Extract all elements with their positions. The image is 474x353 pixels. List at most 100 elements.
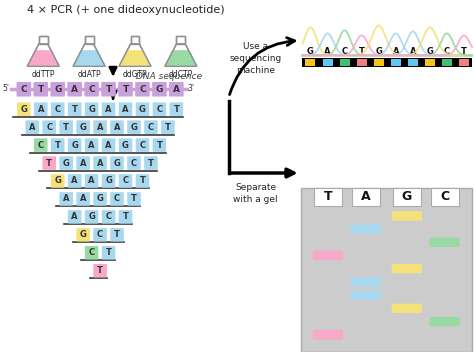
Text: G: G [54, 85, 62, 94]
FancyBboxPatch shape [59, 156, 73, 170]
Text: C: C [46, 122, 52, 132]
FancyBboxPatch shape [85, 138, 99, 152]
Text: G: G [307, 47, 314, 56]
FancyBboxPatch shape [93, 228, 107, 241]
FancyBboxPatch shape [102, 174, 115, 188]
FancyBboxPatch shape [68, 210, 82, 224]
FancyBboxPatch shape [51, 174, 64, 188]
Text: C: C [156, 105, 163, 114]
Text: G: G [63, 158, 70, 168]
Text: T: T [156, 140, 163, 150]
FancyBboxPatch shape [350, 291, 381, 300]
FancyBboxPatch shape [391, 59, 401, 66]
Text: A: A [29, 122, 36, 132]
Text: C: C [440, 190, 449, 203]
Polygon shape [73, 44, 105, 66]
Text: C: C [55, 105, 61, 114]
Text: C: C [88, 85, 95, 94]
FancyBboxPatch shape [67, 82, 82, 96]
Text: C: C [97, 230, 103, 239]
FancyBboxPatch shape [442, 59, 452, 66]
FancyBboxPatch shape [302, 58, 472, 67]
FancyBboxPatch shape [356, 59, 367, 66]
Text: T: T [165, 122, 171, 132]
FancyBboxPatch shape [68, 102, 82, 116]
FancyBboxPatch shape [153, 138, 166, 152]
Text: A: A [80, 158, 86, 168]
Text: G: G [375, 47, 382, 56]
Text: C: C [444, 47, 450, 56]
Text: A: A [63, 195, 69, 203]
FancyBboxPatch shape [34, 102, 47, 116]
FancyBboxPatch shape [118, 210, 132, 224]
Text: C: C [122, 176, 128, 185]
FancyBboxPatch shape [136, 102, 149, 116]
Text: A: A [105, 105, 112, 114]
Text: G: G [156, 85, 163, 94]
FancyBboxPatch shape [68, 174, 82, 188]
FancyBboxPatch shape [43, 120, 56, 134]
Text: T: T [97, 266, 103, 275]
FancyBboxPatch shape [85, 174, 99, 188]
Text: T: T [173, 105, 179, 114]
FancyBboxPatch shape [51, 138, 64, 152]
Text: A: A [97, 158, 103, 168]
Text: G: G [71, 140, 78, 150]
Text: T: T [105, 85, 112, 94]
Text: A: A [392, 47, 399, 56]
Text: T: T [46, 158, 52, 168]
Text: C: C [114, 195, 120, 203]
Text: G: G [80, 122, 87, 132]
FancyBboxPatch shape [68, 138, 82, 152]
FancyBboxPatch shape [350, 225, 381, 234]
FancyBboxPatch shape [84, 82, 99, 96]
FancyBboxPatch shape [374, 59, 384, 66]
Text: T: T [461, 47, 467, 56]
FancyBboxPatch shape [144, 156, 158, 170]
Text: 3': 3' [188, 84, 195, 93]
Text: C: C [20, 85, 27, 94]
Text: A: A [97, 122, 103, 132]
FancyBboxPatch shape [17, 82, 31, 96]
FancyArrowPatch shape [229, 38, 295, 95]
Text: ddGTP: ddGTP [123, 70, 147, 79]
FancyBboxPatch shape [352, 188, 380, 206]
Text: A: A [71, 85, 78, 94]
Text: G: G [88, 105, 95, 114]
FancyBboxPatch shape [393, 188, 421, 206]
FancyBboxPatch shape [34, 138, 47, 152]
FancyBboxPatch shape [429, 238, 460, 247]
Text: A: A [122, 105, 129, 114]
Text: A: A [88, 176, 95, 185]
Text: T: T [114, 230, 120, 239]
Text: ddATP: ddATP [77, 70, 101, 79]
Text: A: A [105, 140, 112, 150]
FancyBboxPatch shape [102, 138, 115, 152]
FancyBboxPatch shape [430, 188, 458, 206]
FancyBboxPatch shape [135, 82, 150, 96]
FancyBboxPatch shape [169, 82, 183, 96]
FancyBboxPatch shape [392, 304, 422, 313]
Text: A: A [72, 176, 78, 185]
Text: G: G [139, 105, 146, 114]
FancyBboxPatch shape [152, 82, 167, 96]
FancyBboxPatch shape [127, 156, 141, 170]
Text: A: A [88, 140, 95, 150]
FancyBboxPatch shape [153, 102, 166, 116]
FancyBboxPatch shape [110, 228, 124, 241]
Text: ddCTP: ddCTP [169, 70, 193, 79]
FancyBboxPatch shape [339, 59, 350, 66]
Text: G: G [427, 47, 433, 56]
Text: G: G [88, 213, 95, 221]
FancyBboxPatch shape [51, 102, 64, 116]
FancyBboxPatch shape [102, 246, 115, 259]
FancyBboxPatch shape [85, 210, 99, 224]
Text: 4 × PCR (+ one dideoxynucleotide): 4 × PCR (+ one dideoxynucleotide) [27, 6, 225, 16]
FancyBboxPatch shape [170, 102, 183, 116]
Text: G: G [105, 176, 112, 185]
Text: A: A [114, 122, 120, 132]
FancyBboxPatch shape [322, 59, 333, 66]
Polygon shape [165, 44, 197, 66]
FancyBboxPatch shape [118, 174, 132, 188]
Text: C: C [139, 85, 146, 94]
